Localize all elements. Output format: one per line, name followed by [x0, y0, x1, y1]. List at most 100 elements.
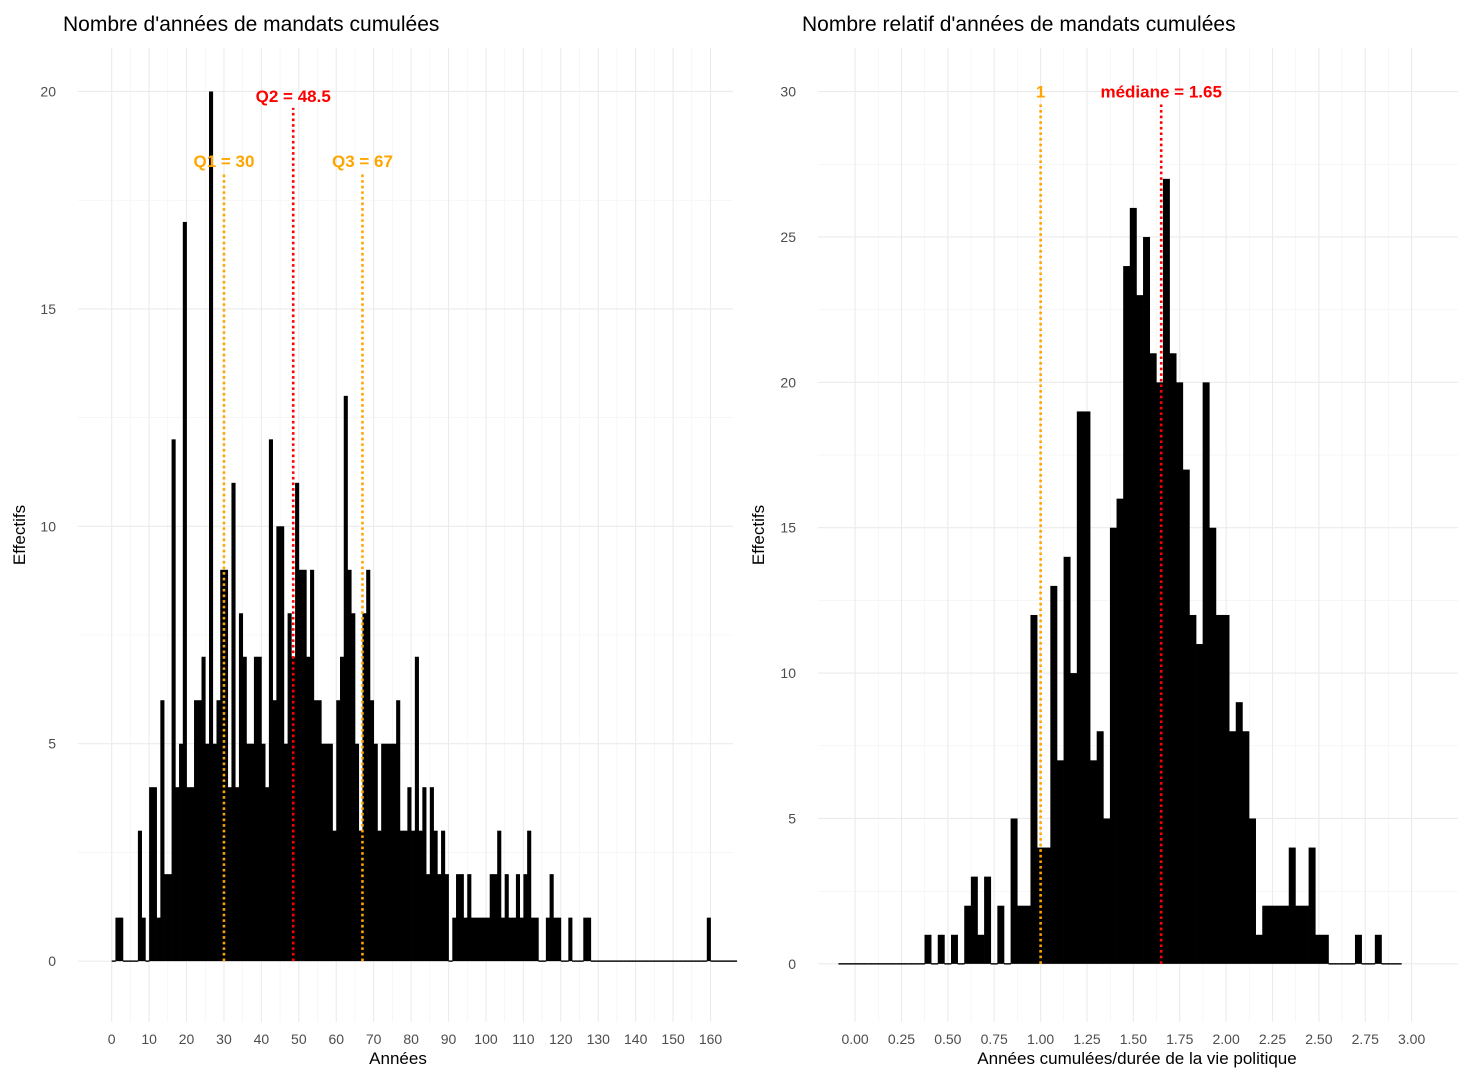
x-tick-label: 30 — [216, 1031, 232, 1047]
histogram-bar — [542, 960, 547, 962]
histogram-bar — [1063, 556, 1071, 964]
histogram-bar — [1368, 963, 1376, 965]
x-tick-label: 2.00 — [1212, 1031, 1239, 1047]
histogram-bar — [141, 917, 146, 962]
histogram-bar — [878, 963, 886, 965]
histogram-bar — [1090, 760, 1098, 964]
histogram-bar — [463, 917, 468, 962]
histogram-bar — [1255, 934, 1263, 964]
histogram-bar — [957, 963, 965, 965]
histogram-bar — [931, 963, 939, 965]
histogram-bar — [691, 960, 696, 962]
histogram-bar — [261, 743, 266, 962]
histogram-bar — [575, 960, 580, 962]
histogram-bar — [366, 569, 371, 962]
histogram-bar — [280, 526, 285, 962]
histogram-bar — [904, 963, 912, 965]
histogram-bar — [1136, 295, 1144, 964]
x-tick-label: 0.00 — [841, 1031, 868, 1047]
y-tick-label: 5 — [48, 736, 56, 752]
histogram-bar — [265, 787, 270, 962]
histogram-bar — [332, 830, 337, 962]
histogram-bar — [1335, 963, 1343, 965]
histogram-bar — [164, 874, 169, 962]
x-tick-label: 110 — [512, 1031, 535, 1047]
histogram-bar — [354, 743, 360, 962]
histogram-bar — [964, 905, 972, 964]
histogram-bar — [1017, 905, 1025, 964]
histogram-bar — [838, 963, 846, 965]
histogram-bar — [283, 743, 288, 962]
histogram-bar — [137, 830, 142, 962]
histogram-bar — [680, 960, 685, 962]
histogram-bar — [714, 960, 719, 962]
x-tick-label: 120 — [549, 1031, 573, 1047]
histogram-bar — [388, 743, 393, 962]
histogram-bar — [1242, 731, 1250, 964]
x-tick-label: 20 — [179, 1031, 195, 1047]
histogram-bar — [1275, 905, 1283, 964]
histogram-bar — [321, 743, 326, 962]
histogram-bar — [654, 960, 659, 962]
histogram-bar — [721, 960, 726, 962]
histogram-bar — [313, 700, 318, 962]
histogram-bar — [497, 830, 502, 962]
histogram-bar — [937, 934, 945, 964]
histogram-bar — [253, 656, 259, 962]
histogram-bar — [175, 787, 180, 962]
histogram-bar — [471, 917, 476, 962]
histogram-bar — [242, 656, 247, 962]
histogram-bar — [134, 960, 139, 962]
histogram-bar — [381, 743, 386, 962]
histogram-bar — [970, 876, 978, 964]
x-tick-label: 0.50 — [934, 1031, 961, 1047]
histogram-bar — [643, 960, 648, 962]
histogram-bar — [1143, 236, 1151, 964]
annotation-label: Q3 = 67 — [332, 152, 393, 171]
chart-title-annees: Nombre d'années de mandats cumulées — [63, 13, 439, 36]
histogram-bar — [149, 787, 154, 962]
x-axis-label-relatif: Années cumulées/durée de la vie politiqu… — [977, 1049, 1296, 1068]
annotation-label: 1 — [1036, 83, 1045, 102]
histogram-bar — [1076, 411, 1084, 964]
histogram-bar — [403, 830, 408, 962]
histogram-bar — [549, 874, 554, 962]
histogram-bar — [572, 960, 577, 962]
histogram-annees: Nombre d'années de mandats cumulées Q1 =… — [10, 13, 738, 1068]
histogram-bar — [437, 874, 442, 962]
histogram-bar — [924, 934, 932, 964]
histogram-bar — [579, 960, 584, 962]
x-tick-labels-annees: 0 10 20 30 40 50 60 70 80 90 100 110 120 130 140 150 160 — [108, 1031, 723, 1047]
histogram-bar — [1222, 614, 1230, 964]
histogram-bar — [1341, 963, 1349, 965]
histogram-bar — [201, 656, 206, 962]
histogram-bar — [1162, 178, 1170, 964]
histogram-bar — [635, 960, 640, 962]
chart-title-relatif: Nombre relatif d'années de mandats cumul… — [802, 13, 1236, 36]
histogram-bar — [1209, 527, 1217, 964]
histogram-bar — [433, 830, 438, 962]
x-tick-label: 90 — [441, 1031, 457, 1047]
histogram-bar — [145, 960, 150, 962]
histogram-bar — [673, 960, 678, 962]
histogram-bar — [917, 963, 925, 965]
histogram-bar — [1235, 702, 1243, 964]
histogram-bar — [1189, 614, 1197, 964]
histogram-bar — [545, 917, 550, 962]
histogram-bar — [489, 874, 494, 962]
histogram-bar — [456, 874, 461, 962]
histogram-bar — [1374, 934, 1382, 964]
histogram-bar — [695, 960, 700, 962]
histogram-bar — [733, 960, 738, 962]
histogram-bar — [911, 963, 919, 965]
histogram-bar — [1116, 498, 1124, 964]
x-tick-label: 0 — [108, 1031, 116, 1047]
histogram-bar — [418, 830, 423, 962]
histogram-bar — [851, 963, 859, 965]
x-tick-label: 2.75 — [1352, 1031, 1379, 1047]
histogram-bar — [119, 917, 124, 962]
histogram-bar — [1030, 614, 1038, 964]
histogram-bar — [990, 963, 998, 965]
histogram-bar — [1354, 934, 1362, 964]
y-tick-label: 15 — [780, 520, 796, 536]
